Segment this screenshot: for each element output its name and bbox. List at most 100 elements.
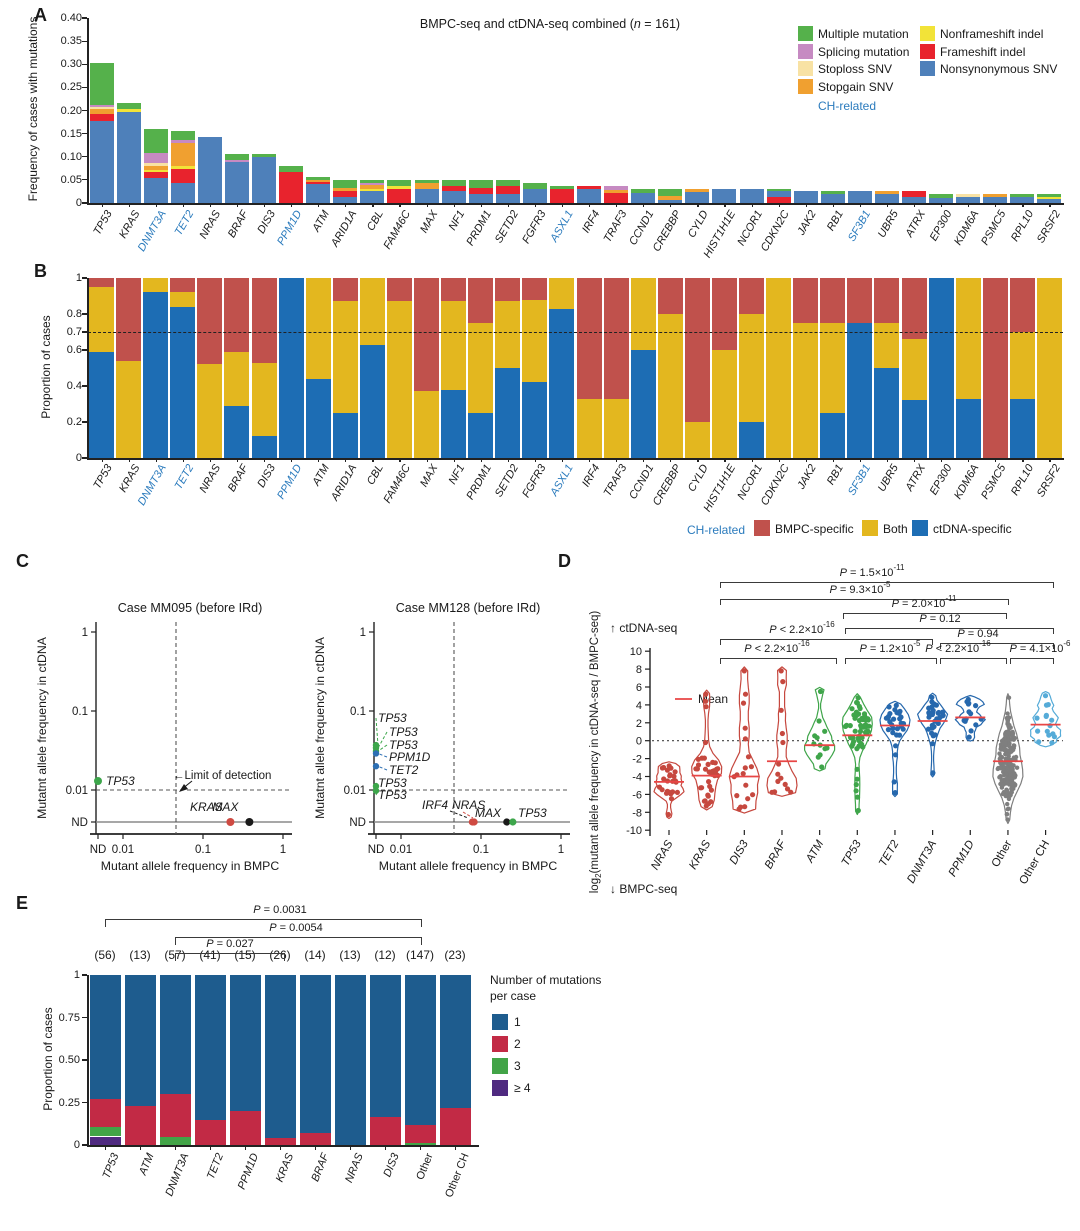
leader-line <box>377 765 388 771</box>
data-point <box>372 747 380 755</box>
jitter-point <box>930 709 936 716</box>
x-tick <box>697 458 699 462</box>
bar-segment <box>1009 398 1035 458</box>
jitter-point <box>1006 734 1011 739</box>
x-tick <box>589 203 591 207</box>
category-label: RPL10 <box>1008 462 1036 498</box>
jitter-point <box>713 768 719 775</box>
jitter-point <box>1004 750 1009 755</box>
jitter-point <box>1001 777 1007 782</box>
jitter-point <box>1043 713 1049 720</box>
panel-c-letter: C <box>16 551 29 571</box>
jitter-point <box>1003 742 1008 748</box>
bar-segment <box>143 178 168 203</box>
jitter-point <box>815 754 821 760</box>
legend-swatch <box>920 44 935 59</box>
bar-segment <box>170 131 195 140</box>
jitter-point <box>1010 747 1016 753</box>
jitter-point <box>1009 747 1014 752</box>
jitter-point <box>1006 794 1012 800</box>
y-tick-label: 0.8 <box>66 308 82 320</box>
jitter-point <box>664 778 671 784</box>
count-label: (147) <box>405 948 434 962</box>
jitter-point <box>998 760 1003 766</box>
jitter-point <box>1007 732 1012 737</box>
violin-outline <box>766 666 798 797</box>
x-tick <box>318 203 320 207</box>
jitter-point <box>694 766 701 772</box>
jitter-point <box>852 728 858 734</box>
jitter-point <box>865 716 871 722</box>
bar-segment <box>766 188 791 192</box>
jitter-point <box>1012 775 1017 780</box>
bar-segment <box>522 299 548 383</box>
jitter-point <box>668 796 675 802</box>
x-tick <box>140 1145 142 1150</box>
y-tick <box>82 156 87 158</box>
category-label: FGFR3 <box>519 208 549 246</box>
jitter-point <box>670 789 676 795</box>
jitter-point <box>778 668 784 674</box>
jitter-point <box>1006 695 1012 700</box>
jitter-point <box>1004 780 1009 785</box>
jitter-point <box>734 772 740 778</box>
jitter-point <box>1013 773 1018 778</box>
jitter-point <box>1012 743 1017 748</box>
bar-segment <box>124 1105 156 1145</box>
jitter-point <box>1034 715 1040 721</box>
x-tick <box>616 458 618 462</box>
jitter-point <box>931 724 937 730</box>
jitter-point <box>850 735 856 741</box>
jitter-point <box>997 774 1002 780</box>
x-tick <box>914 203 916 207</box>
y-tick-label: 0 <box>73 1139 80 1151</box>
jitter-point <box>854 746 860 752</box>
jitter-point <box>1013 754 1019 760</box>
jitter-point <box>748 764 755 770</box>
bar-segment <box>251 278 277 363</box>
jitter-point <box>1006 740 1011 745</box>
y-tick-label: 0.15 <box>60 127 82 140</box>
y-tick-label: 0.7 <box>66 326 82 338</box>
category-label: CYLD <box>685 462 711 494</box>
jitter-point <box>742 691 749 697</box>
legend-swatch <box>862 520 878 536</box>
category-label: UBR5 <box>875 462 901 494</box>
legend-label: 3 <box>514 1059 521 1073</box>
jitter-point <box>1006 724 1011 729</box>
y-tick-label: 10 <box>630 646 642 658</box>
x-tick-label: 1 <box>558 844 564 856</box>
jitter-point <box>926 705 932 711</box>
x-tick <box>236 458 239 462</box>
jitter-point <box>997 775 1002 780</box>
x-tick <box>941 458 943 462</box>
x-tick <box>175 1145 177 1150</box>
jitter-point <box>703 803 709 809</box>
bar-segment <box>468 179 493 189</box>
point-label: TP53 <box>378 788 407 802</box>
category-label: SETD2 <box>493 462 522 500</box>
jitter-point <box>1009 768 1014 774</box>
x-tick <box>805 458 807 462</box>
bar-segment <box>306 177 331 181</box>
jitter-point <box>1036 739 1042 745</box>
bar-segment <box>441 179 466 186</box>
jitter-point <box>1010 777 1015 782</box>
x-axis-title: Mutant allele frequency in BMPC <box>379 859 558 873</box>
jitter-point <box>1006 766 1011 771</box>
x-tick <box>399 458 401 462</box>
category-label: SETD2 <box>493 208 522 246</box>
category-label: KRAS <box>273 1151 297 1184</box>
category-label: RB1 <box>825 208 847 234</box>
bar-segment <box>305 378 331 458</box>
bar-segment <box>712 188 737 203</box>
jitter-point <box>695 762 702 768</box>
jitter-point <box>1004 776 1009 781</box>
category-label: Other CH <box>442 1151 472 1200</box>
y-tick <box>82 457 87 459</box>
count-label: (26) <box>269 948 291 962</box>
significance-p-value: P = 4.1×10-6 <box>1009 639 1071 655</box>
jitter-point <box>1003 793 1008 799</box>
jitter-point <box>854 766 860 772</box>
category-label: UBR5 <box>875 208 901 240</box>
